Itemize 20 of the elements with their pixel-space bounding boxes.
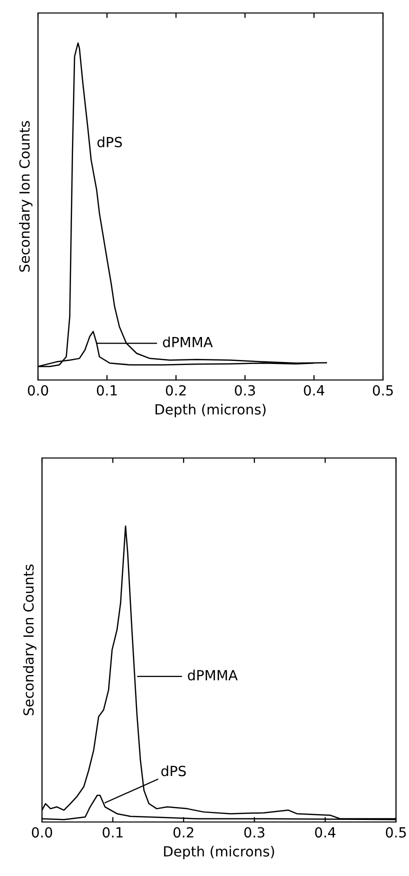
x-tick-label: 0.2 — [173, 827, 194, 838]
annotation: dPMMA — [162, 336, 213, 348]
x-tick-label: 0.3 — [234, 385, 255, 396]
x-tick-label: 0.1 — [102, 827, 123, 838]
x-axis-title: Depth (microns) — [156, 404, 266, 418]
x-axis-title: Depth (microns) — [164, 846, 274, 860]
annotation: dPS — [161, 765, 186, 776]
x-tick-label: 0.4 — [304, 385, 324, 396]
x-tick-label: 0.2 — [166, 385, 186, 396]
annotation: dPS — [97, 136, 122, 148]
x-tick-label: 0.5 — [372, 385, 393, 396]
x-tick-label: 0.0 — [32, 827, 52, 838]
x-tick-label: 0.5 — [386, 827, 406, 838]
x-tick-label: 0.1 — [96, 385, 117, 396]
x-tick-label: 0.0 — [28, 385, 48, 396]
x-tick-label: 0.4 — [315, 827, 336, 838]
y-axis-title: Secondary Ion Counts — [23, 564, 36, 716]
annotation: dPMMA — [188, 670, 238, 680]
x-tick-label: 0.3 — [244, 827, 264, 838]
y-axis-title: Secondary Ion Counts — [19, 121, 32, 272]
